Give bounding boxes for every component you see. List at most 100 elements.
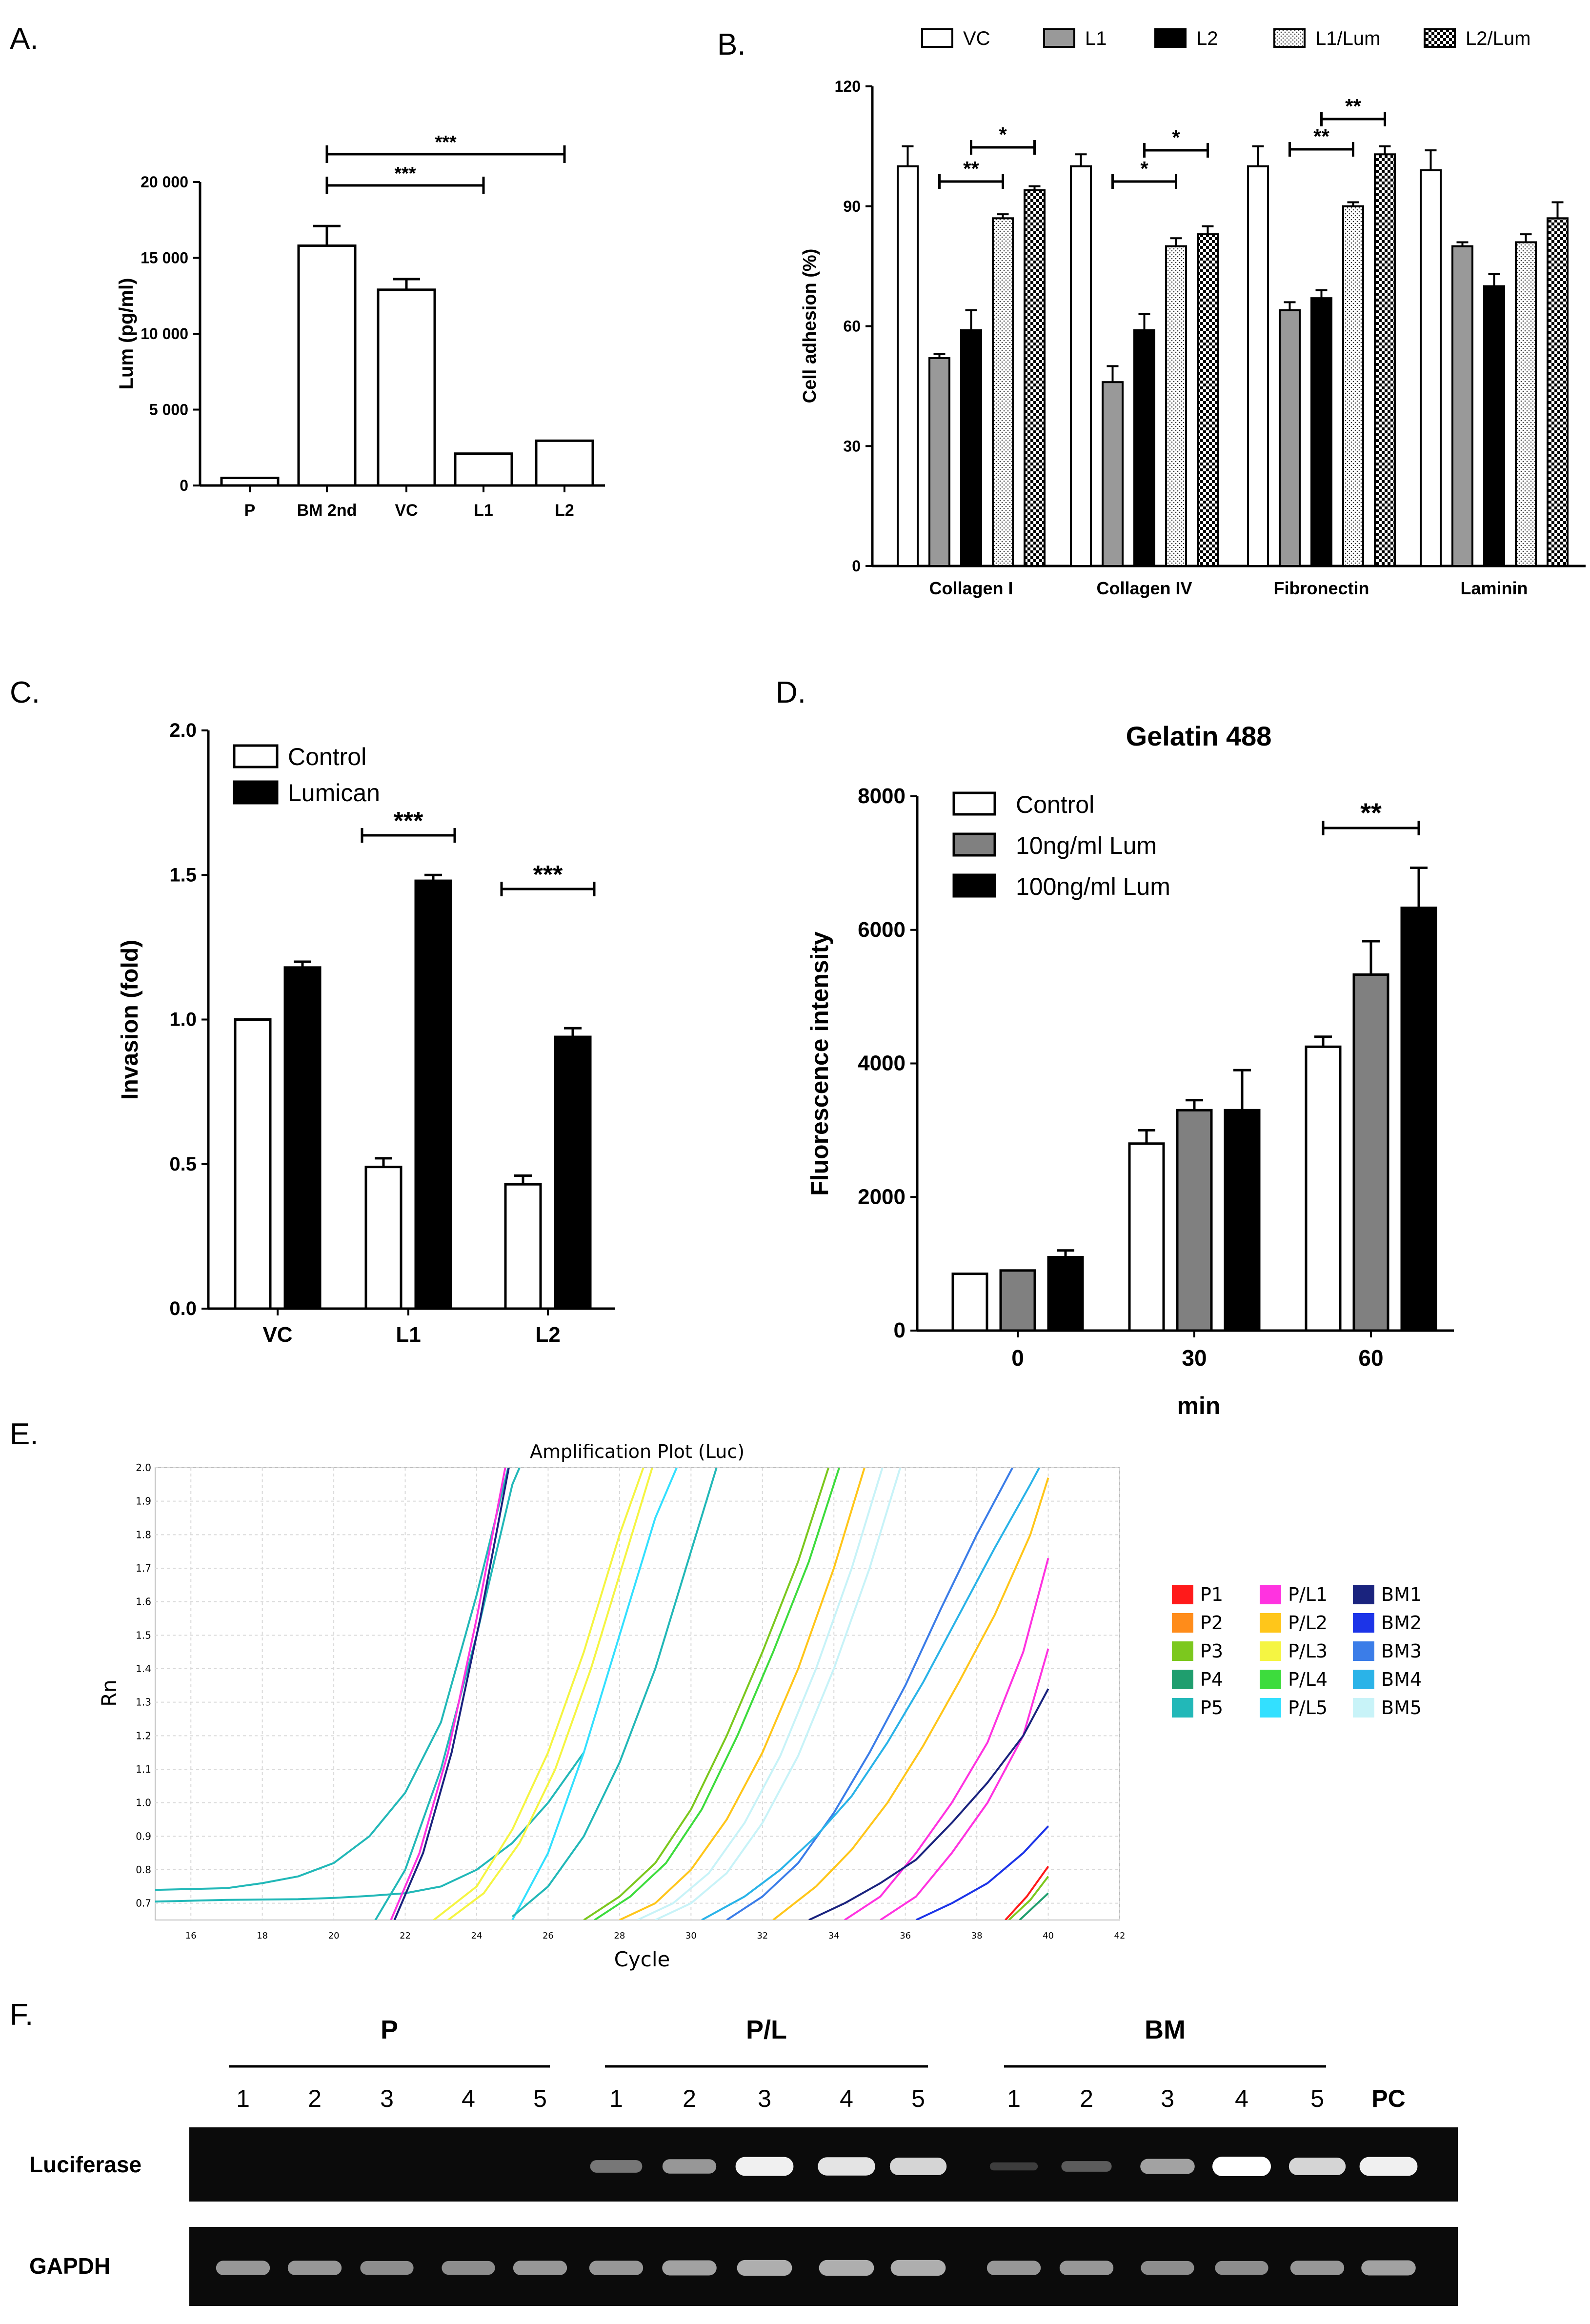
gel-band — [1290, 2261, 1345, 2275]
gel-band — [889, 2157, 947, 2176]
y-tick-label: 30 — [843, 437, 861, 455]
y-tick-label: 0.0 — [169, 1298, 197, 1319]
legend-swatch — [233, 780, 279, 805]
bar — [1224, 1109, 1261, 1332]
group-label: P — [381, 2015, 398, 2044]
bar — [1176, 1109, 1213, 1332]
series-line — [808, 1688, 1049, 1920]
series-line — [844, 1557, 1049, 1920]
series-line — [393, 1468, 510, 1920]
series-line — [655, 1468, 902, 1920]
bar — [1047, 1255, 1084, 1332]
legend-swatch — [1353, 1613, 1374, 1633]
y-tick-label: 15 000 — [141, 249, 188, 267]
bar — [283, 966, 322, 1310]
legend-label: BM2 — [1381, 1612, 1422, 1634]
gel-band — [735, 2157, 794, 2176]
y-axis-label: Fluorescence intensity — [806, 931, 833, 1196]
sig-label: *** — [435, 132, 457, 153]
gel-band — [1059, 2261, 1114, 2275]
sig-label: ** — [963, 157, 979, 180]
sig-label: ** — [1360, 797, 1382, 828]
legend-swatch — [1353, 1585, 1374, 1604]
y-tick-label: 1.7 — [136, 1562, 151, 1574]
legend-label: P/L1 — [1288, 1584, 1328, 1605]
y-tick-label: 0 — [894, 1318, 906, 1342]
bar — [1483, 285, 1505, 567]
bar — [928, 357, 950, 567]
bar — [377, 288, 436, 487]
legend-swatch — [921, 28, 953, 48]
bar — [1165, 245, 1187, 567]
y-tick-label: 20 000 — [141, 173, 188, 191]
x-tick-label: 0 — [1011, 1345, 1024, 1371]
series-line — [1005, 1865, 1049, 1920]
x-tick-label: 30 — [685, 1931, 697, 1941]
row-label: GAPDH — [29, 2253, 110, 2279]
legend-swatch — [1172, 1585, 1193, 1604]
legend-label: Control — [288, 743, 366, 770]
y-tick-label: 0.9 — [136, 1830, 151, 1842]
y-tick-label: 1.5 — [169, 864, 197, 886]
x-tick-label: Laminin — [1460, 578, 1528, 598]
chart-c: 0.0 0.5 1.0 1.5 2.0 Invasion (fold) VC L1 L2 *** *… — [117, 720, 615, 1347]
legend-label: P3 — [1200, 1640, 1223, 1662]
lane-label: 3 — [380, 2085, 394, 2112]
gel-band — [1361, 2260, 1416, 2276]
y-tick-label: 0 — [852, 557, 861, 575]
legend-label: BM5 — [1381, 1697, 1422, 1718]
y-tick-label: 1.8 — [136, 1529, 151, 1540]
legend-swatch — [1260, 1613, 1281, 1633]
gel-band — [986, 2261, 1041, 2275]
gel-band — [662, 2260, 717, 2276]
bar — [1197, 233, 1219, 567]
legend-swatch — [1260, 1641, 1281, 1661]
y-tick-label: 8000 — [858, 784, 906, 808]
legend-label: 10ng/ml Lum — [1016, 832, 1157, 859]
series-line — [511, 1468, 678, 1920]
gel-band — [1140, 2159, 1195, 2174]
series-line — [511, 1468, 718, 1918]
series-line — [726, 1468, 1014, 1920]
lane-label: 3 — [758, 2085, 771, 2112]
panel-label-c: C. — [10, 676, 40, 709]
bar — [1515, 241, 1537, 567]
bar — [234, 1018, 272, 1310]
legend-label: P/L4 — [1288, 1669, 1328, 1690]
bar — [1247, 165, 1269, 567]
legend-swatch — [233, 744, 279, 768]
bar — [1342, 205, 1364, 567]
x-tick-label: 28 — [614, 1931, 625, 1941]
legend-swatch — [1353, 1698, 1374, 1718]
x-tick-label: VC — [395, 501, 418, 520]
gel-band — [360, 2261, 414, 2275]
gel-band — [1215, 2261, 1268, 2275]
x-tick-label: Fibronectin — [1274, 578, 1369, 598]
legend-label: P/L3 — [1288, 1640, 1328, 1662]
lane-label: 4 — [840, 2085, 853, 2112]
y-tick-label: 2.0 — [169, 720, 197, 741]
gel-f: P P/L BM 1 2 3 4 5 1 2 3 4 5 1 2 3 4 5 PC Luciferase GAPDH — [29, 2015, 1458, 2306]
legend-label: Lumican — [288, 779, 380, 807]
series-line — [772, 1477, 1049, 1920]
y-tick-label: 6000 — [858, 918, 906, 942]
series-line — [155, 1468, 509, 1891]
legend-swatch — [1260, 1698, 1281, 1718]
gel-band — [216, 2261, 270, 2275]
y-tick-label: 1.2 — [136, 1730, 151, 1741]
y-axis-label: Rn — [97, 1679, 121, 1707]
bar — [1374, 153, 1396, 567]
bar — [454, 452, 513, 487]
series-line — [1008, 1876, 1049, 1920]
legend-label: 100ng/ml Lum — [1016, 873, 1170, 900]
y-tick-label: 1.6 — [136, 1596, 151, 1608]
y-tick-label: 4000 — [858, 1051, 906, 1075]
y-tick-label: 1.4 — [136, 1663, 151, 1675]
legend-swatch — [1353, 1670, 1374, 1689]
bar — [504, 1183, 542, 1310]
x-tick-label: Collagen IV — [1096, 578, 1192, 598]
legend-label: P/L2 — [1288, 1612, 1328, 1634]
legend-label: VC — [963, 28, 990, 49]
x-tick-label: Collagen I — [929, 578, 1013, 598]
x-tick-label: 40 — [1043, 1931, 1054, 1941]
